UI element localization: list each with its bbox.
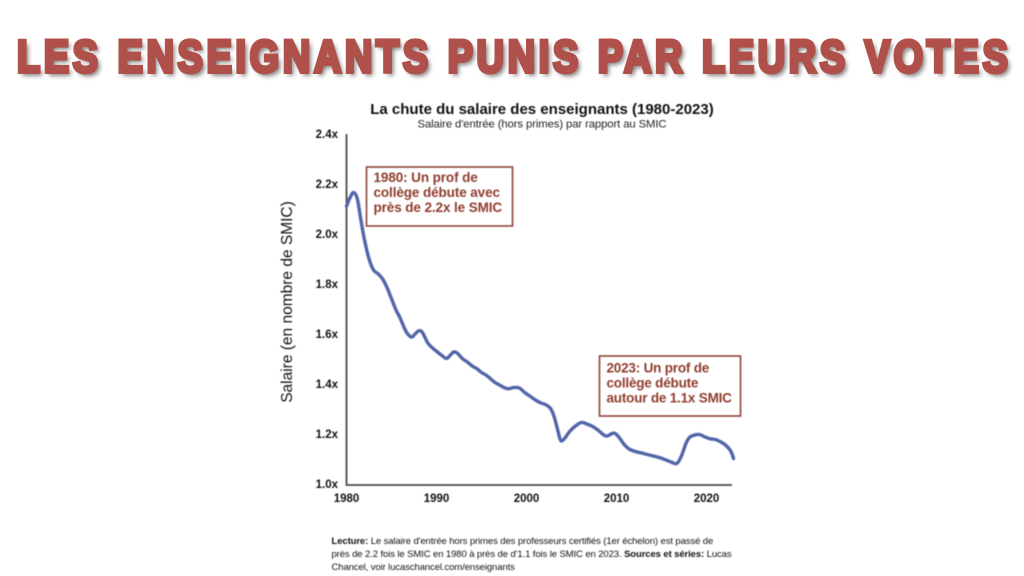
svg-text:1990: 1990: [424, 493, 450, 505]
svg-text:collège débute avec: collège débute avec: [374, 185, 501, 200]
svg-text:2010: 2010: [604, 493, 630, 505]
svg-text:1.0x: 1.0x: [316, 479, 339, 491]
svg-text:2000: 2000: [514, 493, 540, 505]
svg-text:Chancel, voir lucaschancel.com: Chancel, voir lucaschancel.com/enseignan…: [332, 562, 516, 573]
svg-text:Salaire d'entrée (hors primes): Salaire d'entrée (hors primes) par rappo…: [418, 119, 667, 131]
svg-text:1980: Un prof de: 1980: Un prof de: [374, 170, 479, 185]
svg-text:1.4x: 1.4x: [316, 379, 339, 391]
svg-text:2.2x: 2.2x: [316, 179, 339, 191]
svg-text:2.4x: 2.4x: [316, 129, 339, 141]
svg-text:1.2x: 1.2x: [316, 429, 339, 441]
svg-text:2020: 2020: [694, 493, 720, 505]
svg-text:1980: 1980: [334, 493, 360, 505]
svg-text:Lecture: Le salaire d'entrée h: Lecture: Le salaire d'entrée hors primes…: [332, 536, 714, 547]
svg-text:collège débute: collège débute: [607, 376, 699, 391]
svg-text:2.0x: 2.0x: [316, 229, 339, 241]
svg-text:La chute du salaire des enseig: La chute du salaire des enseignants (198…: [370, 101, 713, 118]
svg-text:Salaire (en nombre de SMIC): Salaire (en nombre de SMIC): [279, 201, 296, 403]
svg-text:1.6x: 1.6x: [316, 329, 339, 341]
svg-text:1.8x: 1.8x: [316, 279, 339, 291]
svg-text:2023: Un prof de: 2023: Un prof de: [607, 361, 710, 376]
svg-text:près de 2.2 fois le SMIC en 19: près de 2.2 fois le SMIC en 1980 à près …: [332, 549, 732, 560]
svg-text:autour de 1.1x SMIC: autour de 1.1x SMIC: [607, 391, 733, 406]
svg-text:près de 2.2x le SMIC: près de 2.2x le SMIC: [374, 200, 503, 215]
